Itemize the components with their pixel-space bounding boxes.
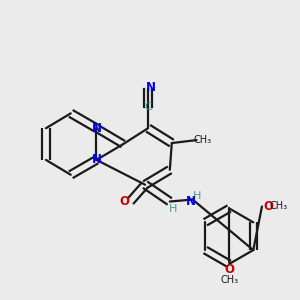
Text: C: C	[144, 102, 152, 112]
Text: CH₃: CH₃	[269, 202, 287, 212]
Text: H: H	[169, 204, 177, 214]
Text: O: O	[263, 200, 273, 213]
Text: O: O	[119, 195, 129, 208]
Text: N: N	[92, 122, 101, 135]
Text: O: O	[224, 263, 234, 276]
Text: CH₃: CH₃	[220, 275, 238, 285]
Text: N: N	[146, 81, 156, 94]
Text: CH₃: CH₃	[194, 135, 211, 145]
Text: H: H	[193, 191, 201, 201]
Text: N: N	[92, 153, 101, 167]
Text: N: N	[186, 195, 196, 208]
